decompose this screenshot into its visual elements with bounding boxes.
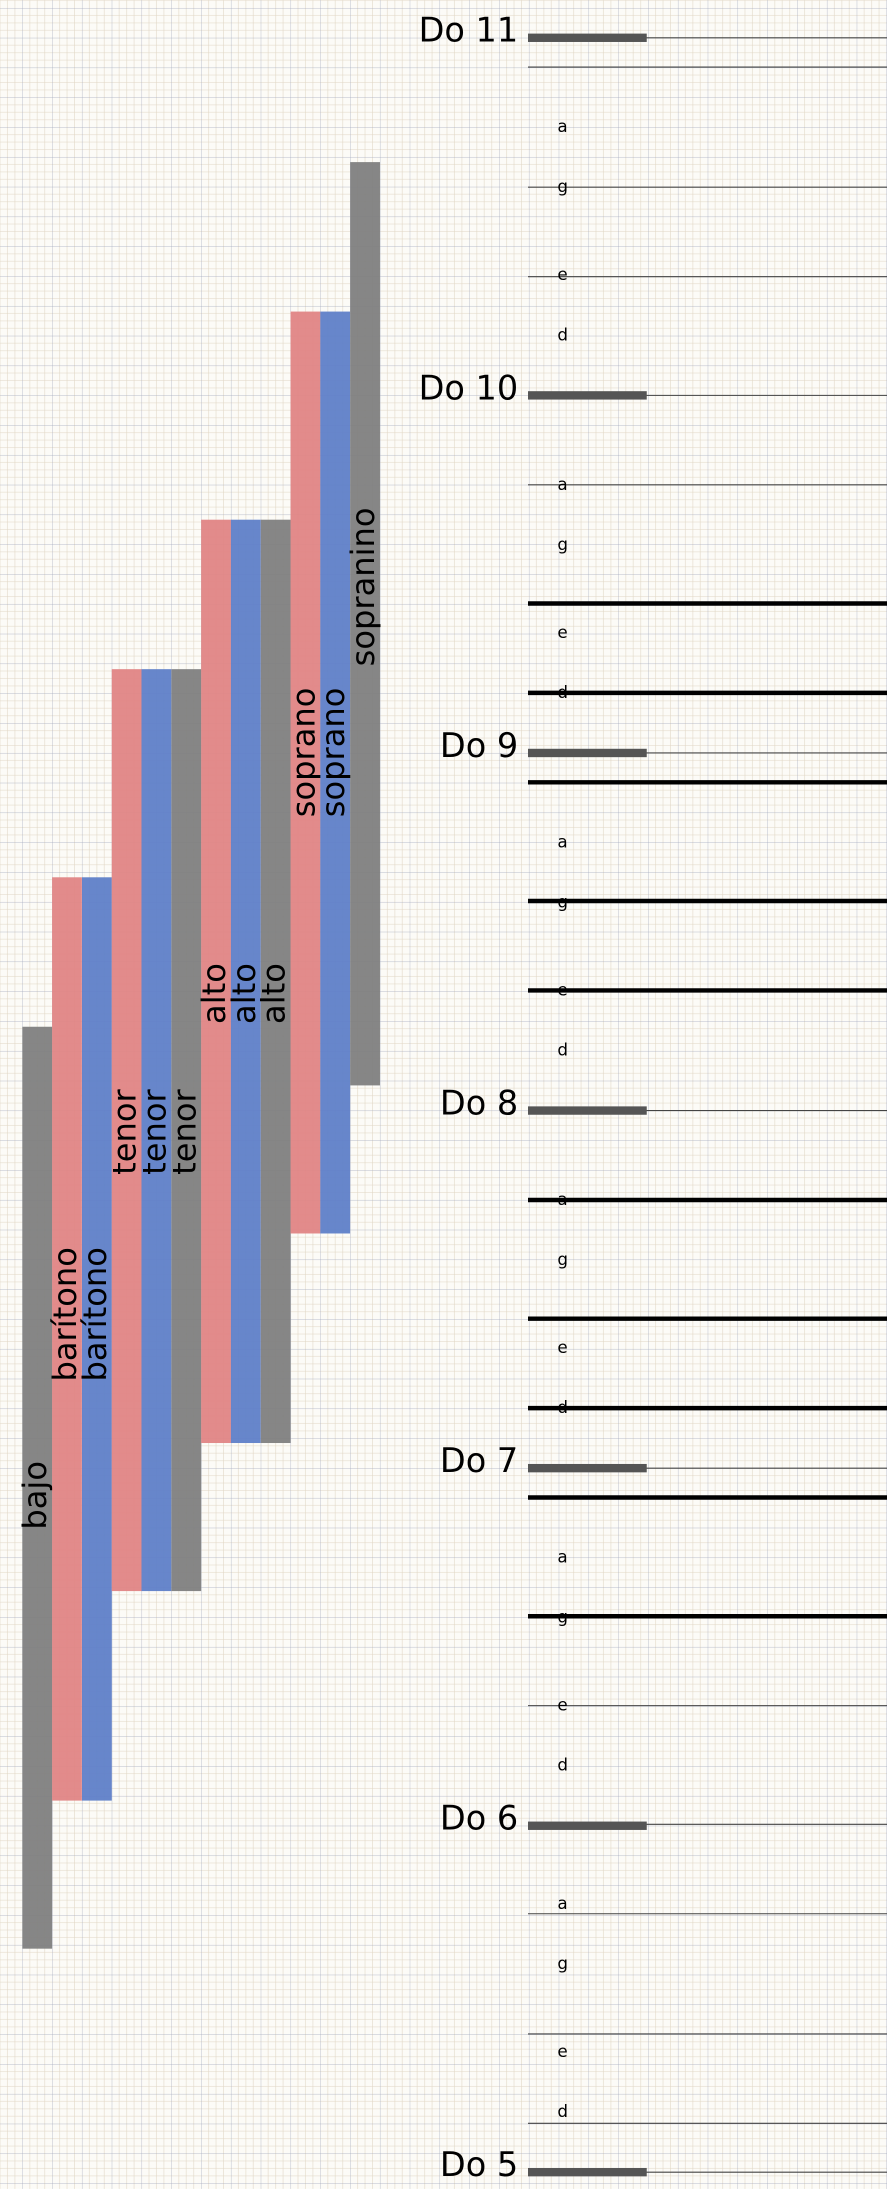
note-label: e	[557, 622, 567, 642]
note-label: d	[557, 324, 568, 344]
range-label: soprano	[314, 688, 352, 818]
octave-label: Do 7	[440, 1441, 518, 1480]
do-marker	[528, 1821, 647, 1830]
note-label: g	[557, 1953, 568, 1973]
do-marker	[528, 748, 647, 758]
range-bar	[22, 1026, 53, 1949]
range-label: barítono	[46, 1247, 84, 1381]
note-label: g	[557, 891, 568, 911]
range-bar	[52, 877, 82, 1801]
octave-label: Do 10	[419, 368, 519, 407]
do-marker	[528, 1463, 647, 1473]
octave-label: Do 8	[440, 1083, 518, 1122]
do-marker	[528, 1106, 647, 1115]
range-label: tenor	[106, 1088, 144, 1174]
octave-label: Do 9	[440, 726, 518, 765]
note-label: g	[557, 1607, 568, 1627]
range-label: alto	[195, 963, 233, 1024]
range-bar	[350, 162, 380, 1086]
note-label: a	[557, 1893, 567, 1913]
note-label: a	[557, 1547, 567, 1567]
range-label: sopranino	[344, 507, 382, 666]
range-label: alto	[255, 963, 293, 1024]
note-label: a	[557, 831, 567, 851]
note-label: e	[557, 1695, 567, 1715]
note-label: e	[557, 1337, 567, 1357]
note-label: d	[557, 1039, 568, 1059]
octave-label: Do 11	[419, 11, 519, 50]
range-bar	[171, 669, 202, 1592]
range-bar	[81, 877, 112, 1801]
note-label: e	[557, 2041, 567, 2061]
do-marker	[528, 2167, 647, 2177]
octave-label: Do 5	[440, 2145, 518, 2184]
note-label: d	[557, 1397, 568, 1417]
note-label: a	[557, 116, 567, 136]
range-bar	[260, 519, 291, 1444]
note-label: g	[557, 1249, 568, 1269]
note-label: e	[557, 264, 567, 284]
range-label: tenor	[135, 1088, 173, 1174]
octave-label: Do 6	[440, 1799, 518, 1838]
range-bar	[111, 669, 142, 1592]
note-label: e	[557, 979, 567, 999]
range-label: barítono	[76, 1247, 114, 1381]
note-label: d	[557, 2101, 568, 2121]
do-marker	[528, 33, 647, 42]
note-label: a	[557, 474, 567, 494]
note-label: g	[557, 534, 568, 554]
range-bar	[320, 311, 351, 1234]
note-label: d	[557, 682, 568, 702]
note-label: g	[557, 176, 568, 196]
range-bar	[290, 311, 321, 1234]
note-label: a	[557, 1189, 567, 1209]
range-bar	[201, 519, 231, 1444]
note-label: d	[557, 1755, 568, 1775]
range-label: bajo	[16, 1461, 54, 1530]
range-label: alto	[225, 963, 263, 1024]
range-bar	[230, 519, 261, 1444]
range-bar	[141, 669, 172, 1592]
do-marker	[528, 391, 647, 400]
range-label: tenor	[165, 1088, 203, 1174]
range-label: soprano	[284, 688, 322, 818]
